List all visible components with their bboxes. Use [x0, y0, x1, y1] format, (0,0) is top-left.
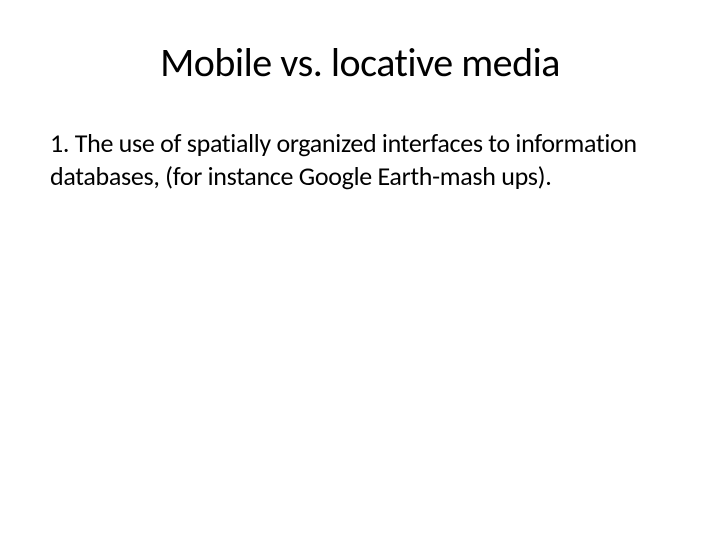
slide-container: Mobile vs. locative media 1. The use of …: [0, 0, 720, 540]
slide-title: Mobile vs. locative media: [50, 38, 670, 87]
slide-body-text: 1. The use of spatially organized interf…: [50, 127, 670, 192]
